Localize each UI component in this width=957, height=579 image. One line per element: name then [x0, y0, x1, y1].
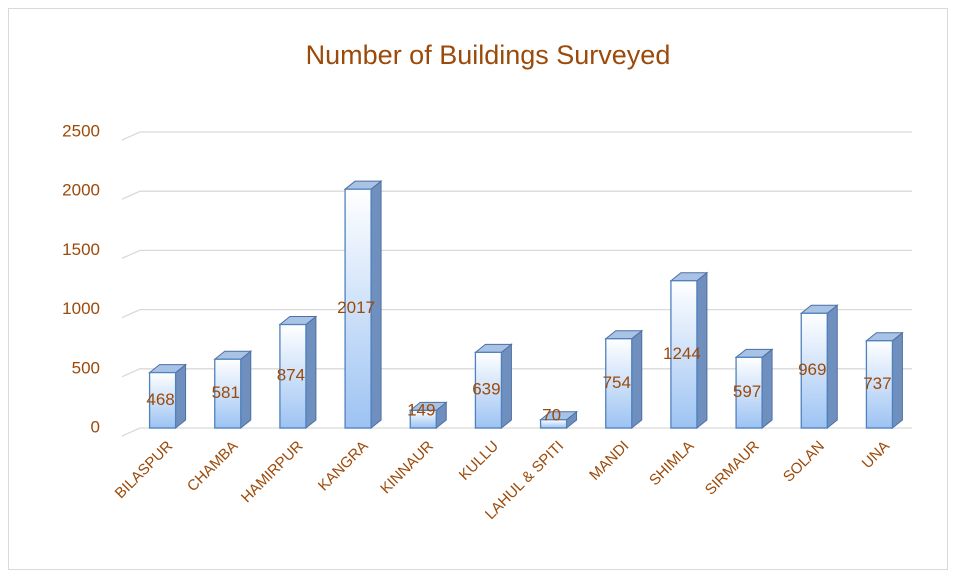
bar	[735, 356, 763, 429]
y-tick-label: 1500	[62, 240, 100, 259]
data-label: 2017	[337, 298, 375, 317]
grid-line	[121, 131, 912, 141]
data-label: 639	[472, 380, 500, 399]
bar-side	[240, 350, 252, 430]
grid-line	[121, 427, 912, 437]
data-label: 149	[407, 401, 435, 420]
bar	[670, 280, 698, 429]
data-label: 969	[798, 360, 826, 379]
data-label: 597	[733, 382, 761, 401]
data-label: 468	[146, 390, 174, 409]
bar-group	[864, 331, 904, 430]
bar-group	[148, 363, 188, 430]
bar	[214, 358, 242, 429]
bar	[148, 371, 177, 429]
bar-group	[604, 329, 644, 430]
y-tick-label: 500	[72, 358, 100, 377]
bar-side	[175, 363, 187, 430]
y-tick-label: 2000	[62, 181, 100, 200]
data-label: 1244	[663, 344, 701, 363]
bar-group	[669, 271, 709, 430]
bar-group	[343, 180, 383, 430]
bar-side	[761, 348, 773, 430]
bar	[474, 351, 503, 429]
bar	[539, 419, 568, 429]
bar-group	[278, 315, 318, 430]
bar	[279, 323, 307, 429]
bar	[800, 312, 828, 429]
bar-side	[631, 329, 643, 430]
y-tick-label: 2500	[62, 121, 100, 140]
data-label: 581	[212, 383, 240, 402]
data-label: 874	[277, 366, 305, 385]
bar	[344, 188, 372, 429]
bar-group	[734, 348, 774, 430]
bar	[409, 409, 437, 429]
bar-side	[305, 315, 317, 430]
bar-group	[408, 401, 448, 430]
y-tick-label: 0	[91, 417, 100, 436]
bar-side	[500, 343, 512, 430]
grid-line	[121, 368, 912, 378]
y-tick-label: 1000	[62, 299, 100, 318]
data-label: 754	[603, 373, 631, 392]
bar-group	[213, 350, 253, 430]
bar-group	[799, 304, 839, 430]
bar-group	[473, 343, 513, 430]
chart-title: Number of Buildings Surveyed	[306, 40, 671, 70]
data-label: 737	[863, 374, 891, 393]
data-label: 70	[542, 405, 561, 424]
grid-line	[121, 249, 912, 259]
grid-line	[121, 190, 912, 200]
chart-border	[8, 8, 948, 570]
bar	[605, 338, 633, 429]
bar-group	[539, 410, 579, 430]
bar-side	[891, 331, 903, 430]
bar	[865, 340, 894, 429]
bar-side	[826, 304, 838, 430]
grid-line	[121, 308, 912, 319]
